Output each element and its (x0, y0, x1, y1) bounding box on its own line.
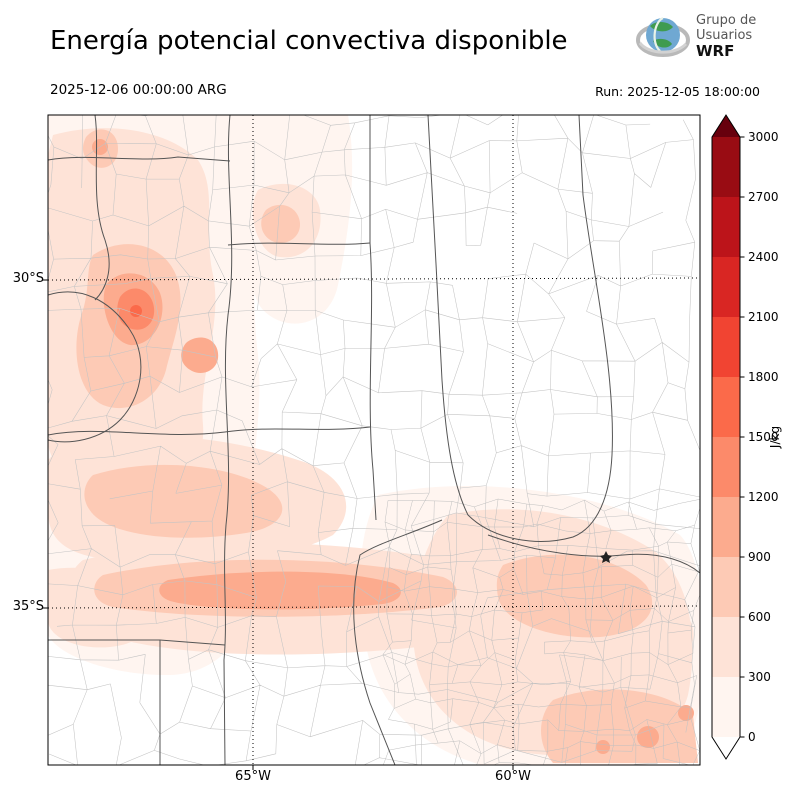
graticule (47, 115, 701, 765)
city-marker (600, 551, 612, 563)
page-title: Energía potencial convectiva disponible (50, 26, 568, 56)
department-boundaries (48, 115, 700, 765)
province-boundaries (48, 115, 700, 765)
colorbar-tick-label: 2100 (748, 310, 779, 324)
gridline-35s (47, 605, 701, 609)
logo-text: Grupo de Usuarios WRF (696, 13, 757, 61)
lat-label-35s: 35°S (12, 599, 44, 614)
colorbar-arrow-under (712, 737, 740, 759)
colorbar-ticks: 0 300 600 900 1200 1500 1800 2100 2400 2700 3000 (740, 130, 779, 744)
colorbar-tick-label: 300 (748, 670, 771, 684)
lat-label-30s: 30°S (12, 271, 44, 286)
colorbar-tick-label: 1500 (748, 430, 779, 444)
colorbar-segment (712, 197, 740, 257)
logo-line-1: Grupo de (696, 13, 757, 29)
colorbar-segment (712, 137, 740, 197)
colorbar-segments (712, 137, 740, 737)
colorbar-tick-label: 1200 (748, 490, 779, 504)
colorbar-segment (712, 317, 740, 377)
colorbar-segment (712, 497, 740, 557)
globe-orbit (638, 41, 688, 54)
colorbar-segment (712, 557, 740, 617)
valid-time-label: 2025-12-06 00:00:00 ARG (50, 82, 227, 98)
colorbar-tick-label: 2700 (748, 190, 779, 204)
gridline-30s (47, 277, 701, 281)
axis-ticks (43, 279, 514, 770)
colorbar-tick-label: 0 (748, 730, 756, 744)
colorbar-segment (712, 257, 740, 317)
logo-line-2: Usuarios (696, 27, 753, 43)
map-frame (47, 114, 701, 766)
logo-line-3: WRF (696, 42, 735, 61)
colorbar-tick-label: 600 (748, 610, 771, 624)
globe-land-south (653, 38, 672, 48)
colorbar: 0 300 600 900 1200 1500 1800 2100 2400 2700 3000 J… (711, 114, 782, 760)
department-boundaries-fine (382, 498, 700, 765)
globe-meridian (653, 16, 664, 52)
colorbar-segment (712, 377, 740, 437)
colorbar-unit-label: J/kg (768, 426, 782, 449)
cape-map (43, 114, 701, 770)
globe-icon (636, 16, 690, 57)
colorbar-tick-label: 3000 (748, 130, 779, 144)
colorbar-arrow-over (712, 115, 740, 137)
lon-label-60w: 60°W (495, 769, 531, 784)
colorbar-tick-label: 900 (748, 550, 771, 564)
colorbar-tick-label: 1800 (748, 370, 779, 384)
wrf-logo: Grupo de Usuarios WRF (636, 10, 756, 64)
colorbar-segment (712, 677, 740, 737)
run-time-label: Run: 2025-12-05 18:00:00 (595, 84, 760, 99)
colorbar-segment (712, 437, 740, 497)
lon-label-65w: 65°W (235, 769, 271, 784)
colorbar-segment (712, 617, 740, 677)
colorbar-tick-label: 2400 (748, 250, 779, 264)
